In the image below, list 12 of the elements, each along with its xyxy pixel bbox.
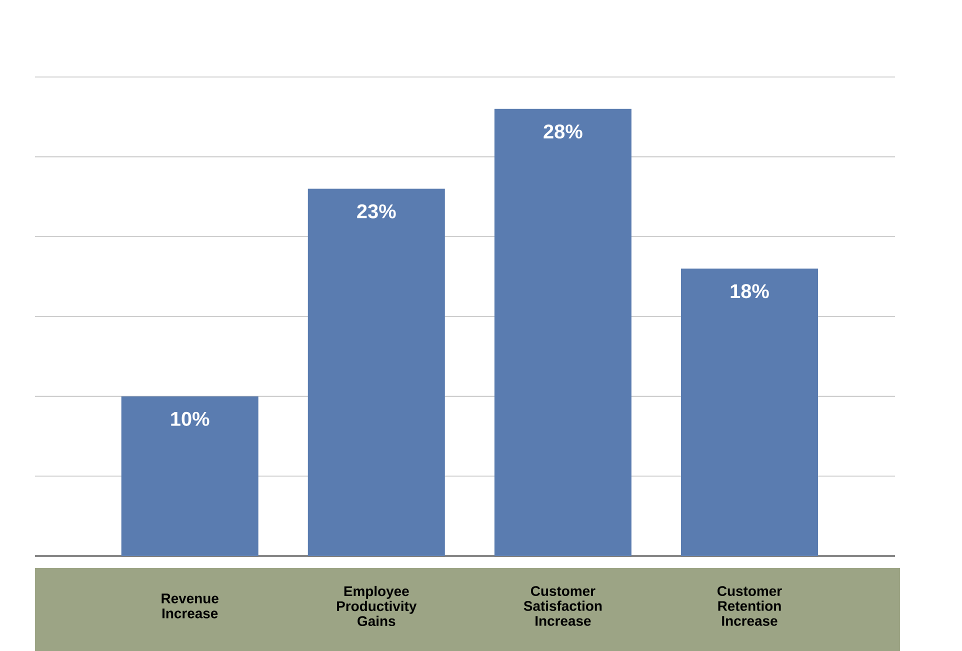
bar	[494, 108, 632, 556]
data-label: 28%	[544, 124, 582, 139]
x-tick-label: Revenue Increase	[162, 594, 218, 618]
x-tick-label: Customer Retention Increase	[718, 586, 782, 626]
data-label: 18%	[730, 284, 769, 298]
x-tick-label: Customer Satisfaction Increase	[524, 586, 602, 626]
bar	[681, 268, 818, 556]
bar	[308, 188, 445, 556]
data-label: 23%	[357, 204, 396, 218]
bar	[121, 396, 258, 556]
data-label: 10%	[171, 412, 210, 426]
x-tick-label: Employee Productivity Gains	[337, 586, 417, 626]
